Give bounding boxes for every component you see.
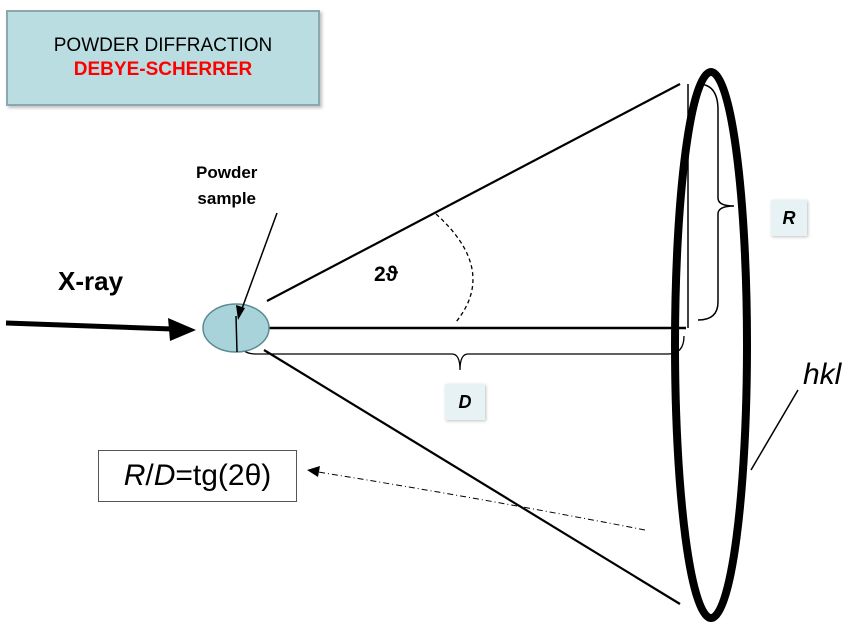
radius-label: R bbox=[771, 200, 807, 236]
distance-brace bbox=[237, 335, 685, 371]
title-sub: DEBYE-SCHERRER bbox=[73, 59, 253, 80]
title-main: POWDER DIFFRACTION bbox=[53, 35, 273, 56]
sample-label: Powder sample bbox=[196, 160, 257, 212]
sample-tick bbox=[235, 315, 238, 353]
angle-label: 2ϑ bbox=[374, 263, 398, 286]
xray-arrowhead bbox=[168, 318, 196, 341]
sample-label-line1: Powder bbox=[196, 163, 258, 182]
cone-upper-line bbox=[266, 83, 681, 302]
formula-r: R bbox=[123, 459, 146, 492]
xray-arrow bbox=[5, 320, 173, 332]
diffraction-ring bbox=[671, 68, 751, 622]
cone-lower-line bbox=[263, 349, 681, 605]
hkl-label: hkl bbox=[803, 358, 842, 391]
formula-pointer-line bbox=[317, 471, 646, 531]
formula-rest: =tg(2θ) bbox=[175, 459, 272, 492]
title-box: POWDER DIFFRACTION DEBYE-SCHERRER bbox=[6, 10, 320, 106]
hkl-pointer-line bbox=[750, 389, 799, 471]
sample-label-line2: sample bbox=[197, 189, 256, 208]
distance-label: D bbox=[445, 384, 485, 420]
sample-pointer-line bbox=[239, 212, 278, 315]
sample-pointer-head bbox=[236, 305, 245, 320]
xray-label: X-ray bbox=[58, 266, 124, 296]
formula-box: R / D =tg(2θ) bbox=[98, 450, 297, 502]
formula-d: D bbox=[153, 459, 176, 492]
formula-pointer-head bbox=[307, 466, 320, 477]
formula-slash: / bbox=[145, 459, 154, 492]
radius-brace bbox=[697, 83, 735, 321]
angle-arc bbox=[435, 213, 474, 323]
